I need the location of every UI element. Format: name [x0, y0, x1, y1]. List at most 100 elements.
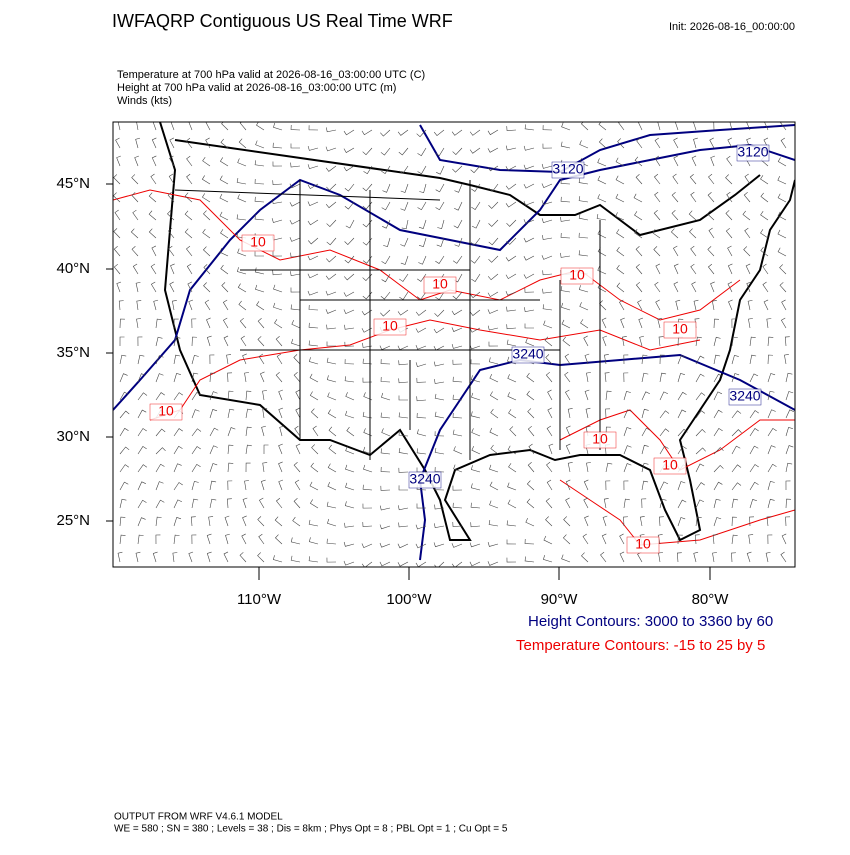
wind-barb	[578, 196, 589, 203]
wind-barb	[527, 408, 535, 419]
wind-barb	[490, 408, 499, 419]
wind-barb	[488, 520, 499, 527]
wind-barb	[543, 320, 553, 329]
wind-barb	[635, 174, 643, 185]
wind-barb	[119, 410, 130, 419]
wind-barb	[380, 485, 391, 491]
wind-barb	[326, 183, 337, 191]
wind-barb	[379, 542, 391, 548]
wind-barb	[677, 428, 688, 437]
contour-label-box	[511, 346, 545, 364]
wind-barb	[605, 408, 611, 419]
wind-barb	[151, 155, 157, 167]
legend-height: Height Contours: 3000 to 3360 by 60	[528, 613, 773, 630]
wind-barb	[155, 447, 166, 455]
wind-barb	[785, 391, 794, 401]
legend-temperature: Temperature Contours: -15 to 25 by 5	[516, 637, 765, 654]
wind-barb	[764, 122, 769, 131]
wind-barb	[657, 122, 661, 131]
wind-barb	[307, 255, 319, 261]
wind-barb	[731, 410, 742, 419]
wind-barb	[605, 390, 612, 401]
wind-barb	[545, 371, 553, 383]
wind-barb	[725, 174, 733, 185]
wind-barb	[524, 287, 535, 293]
wind-barb	[308, 304, 319, 311]
wind-barb	[363, 428, 373, 437]
wind-barb	[745, 263, 751, 275]
wind-barb	[746, 551, 752, 563]
wind-barb	[227, 408, 235, 419]
wind-barb	[509, 426, 517, 437]
wind-barb	[113, 174, 121, 185]
wind-barb	[155, 463, 165, 473]
wind-barb	[398, 522, 409, 528]
wind-barb	[709, 137, 715, 149]
height-contour	[113, 143, 795, 411]
wind-barb	[184, 210, 193, 221]
wind-barb	[616, 282, 625, 293]
wind-barb	[560, 252, 571, 258]
wind-barb	[777, 193, 787, 203]
wind-barb	[273, 284, 283, 293]
wind-barb	[548, 443, 554, 455]
wind-barb	[508, 463, 517, 473]
wind-barb	[254, 251, 265, 257]
wind-barb	[546, 479, 553, 491]
wind-barb	[562, 534, 571, 545]
wind-barb	[191, 498, 199, 509]
wind-barb	[272, 199, 283, 204]
wind-barb	[641, 391, 650, 401]
wind-barb	[526, 498, 535, 509]
wind-barb	[602, 515, 608, 527]
wind-barb	[677, 355, 686, 365]
wind-barb	[344, 201, 355, 210]
wind-barb	[542, 143, 553, 149]
wind-barb	[400, 201, 409, 211]
wind-barb	[654, 137, 661, 149]
wind-barb	[675, 299, 681, 311]
wind-barb	[713, 373, 723, 383]
wind-barb	[638, 317, 644, 329]
wind-barb	[659, 498, 667, 509]
wind-barb	[361, 327, 373, 333]
wind-barb	[344, 359, 355, 365]
wind-barb	[604, 354, 609, 365]
wind-barb	[137, 409, 147, 419]
wind-barb	[617, 138, 625, 149]
wind-barb	[451, 543, 463, 548]
wind-barb	[344, 183, 355, 192]
wind-barb	[760, 246, 769, 257]
wind-barb	[471, 183, 481, 192]
wind-barb	[767, 373, 776, 383]
wind-barb	[622, 336, 627, 347]
wind-barb	[326, 557, 337, 563]
wind-barb	[654, 191, 661, 203]
wind-barb	[785, 372, 793, 383]
wind-barb	[695, 482, 705, 491]
wind-barb	[137, 373, 146, 383]
wind-barb	[295, 407, 301, 419]
wind-barb	[454, 183, 463, 193]
wind-barb	[578, 213, 589, 221]
wind-barb	[308, 237, 319, 245]
wind-barb	[435, 183, 445, 193]
wind-barb	[397, 129, 409, 136]
wind-barb	[416, 129, 427, 138]
wind-barb	[155, 373, 164, 383]
wind-barb	[343, 147, 355, 153]
wind-barb	[578, 285, 589, 293]
wind-barb	[451, 344, 463, 349]
wind-barb	[525, 338, 535, 347]
wind-barb	[749, 445, 759, 455]
wind-barb	[278, 461, 283, 473]
wind-barb	[713, 391, 723, 401]
contour-label: 3120	[737, 144, 768, 160]
wind-barb	[186, 173, 193, 185]
wind-barb	[560, 232, 571, 239]
lat-label: 35°N	[56, 344, 90, 361]
wind-barb	[469, 344, 481, 350]
wind-barb	[767, 390, 775, 401]
wind-barb	[363, 165, 373, 175]
wind-barb	[400, 255, 409, 265]
